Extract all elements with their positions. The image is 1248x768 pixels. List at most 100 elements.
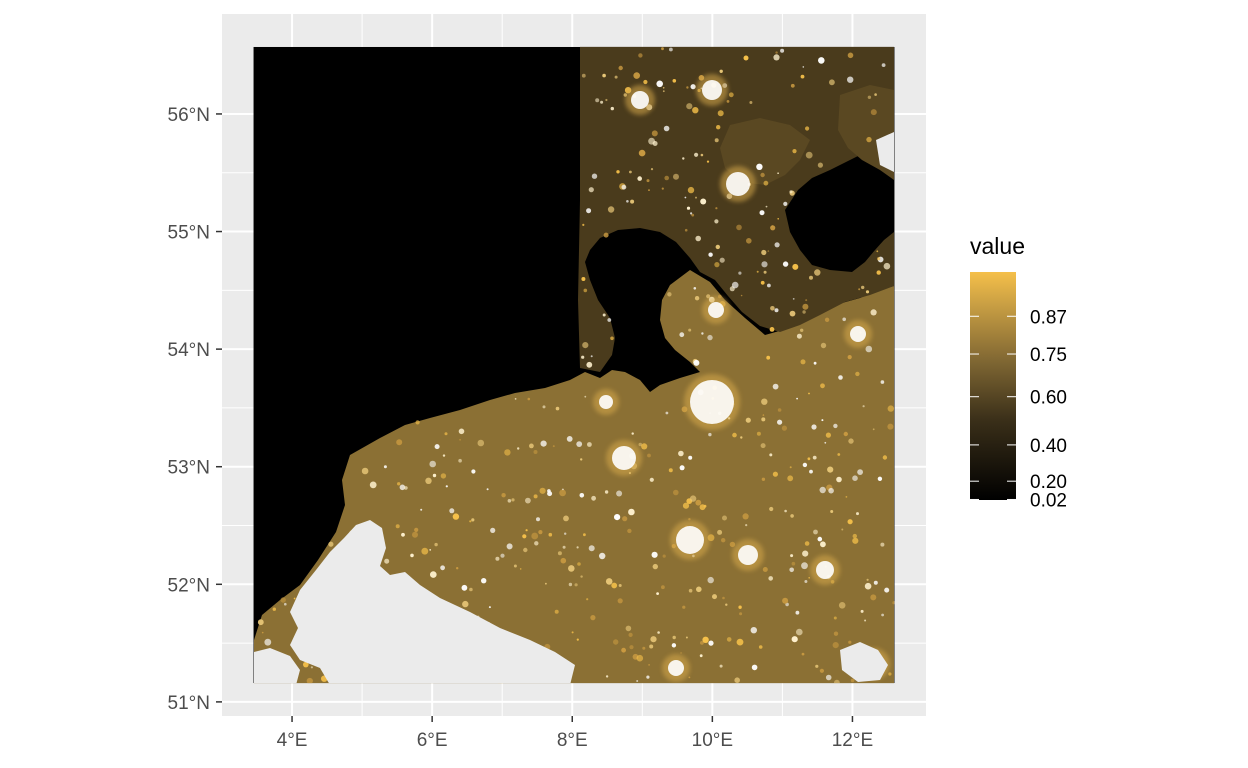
city-light bbox=[672, 79, 677, 83]
city-light bbox=[662, 554, 666, 558]
city-light bbox=[847, 355, 852, 360]
city-light bbox=[756, 431, 761, 436]
city-light bbox=[664, 175, 669, 181]
city-light bbox=[746, 238, 752, 244]
city-light bbox=[576, 546, 579, 549]
y-tick-label: 53°N bbox=[168, 458, 210, 479]
city-light bbox=[789, 466, 792, 469]
city-light bbox=[789, 567, 794, 573]
city-light bbox=[514, 398, 517, 400]
city-light bbox=[648, 137, 655, 145]
city-light bbox=[452, 513, 460, 520]
city-light bbox=[506, 543, 513, 550]
city-light bbox=[469, 520, 472, 523]
city-light bbox=[781, 425, 788, 431]
city-light bbox=[867, 95, 872, 100]
city-light bbox=[588, 187, 594, 193]
city-light bbox=[708, 252, 713, 257]
city-light bbox=[688, 328, 692, 332]
city-light bbox=[789, 310, 796, 317]
city-light bbox=[618, 65, 623, 71]
city-light bbox=[712, 594, 717, 600]
city-light bbox=[796, 628, 803, 636]
city-light bbox=[477, 439, 485, 447]
city-light bbox=[576, 638, 579, 641]
city-light bbox=[731, 281, 739, 289]
city-light bbox=[310, 666, 313, 669]
city-light bbox=[695, 235, 701, 242]
city-light bbox=[866, 136, 872, 143]
city-light bbox=[862, 405, 865, 408]
city-light bbox=[761, 261, 768, 268]
city-light bbox=[554, 609, 559, 614]
city-light bbox=[714, 219, 719, 224]
city-light bbox=[766, 355, 771, 360]
city-light bbox=[841, 528, 844, 531]
city-light bbox=[702, 636, 709, 643]
legend-break-label: 0.02 bbox=[1030, 490, 1067, 511]
city-light bbox=[802, 310, 806, 314]
night-lights-raster bbox=[253, 46, 895, 684]
city-light bbox=[715, 244, 720, 250]
city-light bbox=[630, 199, 635, 204]
city-light bbox=[577, 562, 581, 566]
city-light bbox=[538, 530, 543, 535]
city-light bbox=[721, 538, 726, 543]
city-light bbox=[838, 375, 843, 380]
city-light bbox=[306, 677, 313, 684]
city-light bbox=[692, 107, 699, 114]
city-light bbox=[679, 465, 685, 471]
city-light bbox=[760, 280, 765, 285]
city-light bbox=[686, 86, 689, 89]
city-light bbox=[651, 130, 658, 137]
city-light bbox=[777, 419, 783, 425]
city-light bbox=[819, 486, 826, 494]
city-light bbox=[420, 508, 423, 511]
city-light bbox=[652, 563, 658, 570]
city-light bbox=[638, 53, 643, 58]
city-light bbox=[602, 73, 606, 78]
city-light bbox=[432, 473, 437, 478]
city-light bbox=[740, 436, 743, 439]
city-light bbox=[703, 504, 707, 508]
city-light bbox=[481, 578, 487, 584]
city-core bbox=[726, 172, 750, 196]
city-light bbox=[782, 597, 789, 604]
city-light bbox=[706, 160, 710, 163]
city-light bbox=[397, 482, 401, 486]
city-light bbox=[726, 637, 732, 642]
city-light bbox=[471, 469, 476, 474]
city-light bbox=[559, 489, 566, 497]
city-light bbox=[848, 640, 852, 644]
na-area-east-1 bbox=[840, 642, 888, 682]
city-light bbox=[769, 453, 773, 457]
x-tick-label: 6°E bbox=[417, 730, 448, 751]
city-light bbox=[688, 518, 691, 521]
legend-break-label: 0.87 bbox=[1030, 307, 1067, 328]
city-core bbox=[738, 545, 758, 565]
city-light bbox=[887, 405, 894, 412]
city-light bbox=[581, 277, 586, 281]
city-light bbox=[813, 529, 818, 535]
city-light bbox=[533, 450, 538, 454]
city-light bbox=[820, 383, 825, 389]
city-light bbox=[621, 184, 627, 190]
city-light bbox=[661, 47, 664, 51]
city-light bbox=[708, 432, 712, 437]
city-light bbox=[555, 406, 560, 411]
city-light bbox=[808, 577, 810, 579]
city-light bbox=[802, 303, 809, 310]
city-light bbox=[610, 106, 614, 111]
city-light bbox=[517, 447, 520, 450]
city-light bbox=[772, 471, 779, 477]
city-light bbox=[688, 455, 693, 460]
city-light bbox=[856, 512, 859, 516]
city-light bbox=[614, 75, 618, 79]
city-light bbox=[602, 313, 606, 317]
city-light bbox=[876, 270, 881, 275]
city-light bbox=[627, 528, 632, 534]
city-light bbox=[801, 562, 808, 570]
city-light bbox=[690, 84, 696, 90]
city-light bbox=[872, 428, 875, 431]
city-light bbox=[763, 180, 769, 186]
